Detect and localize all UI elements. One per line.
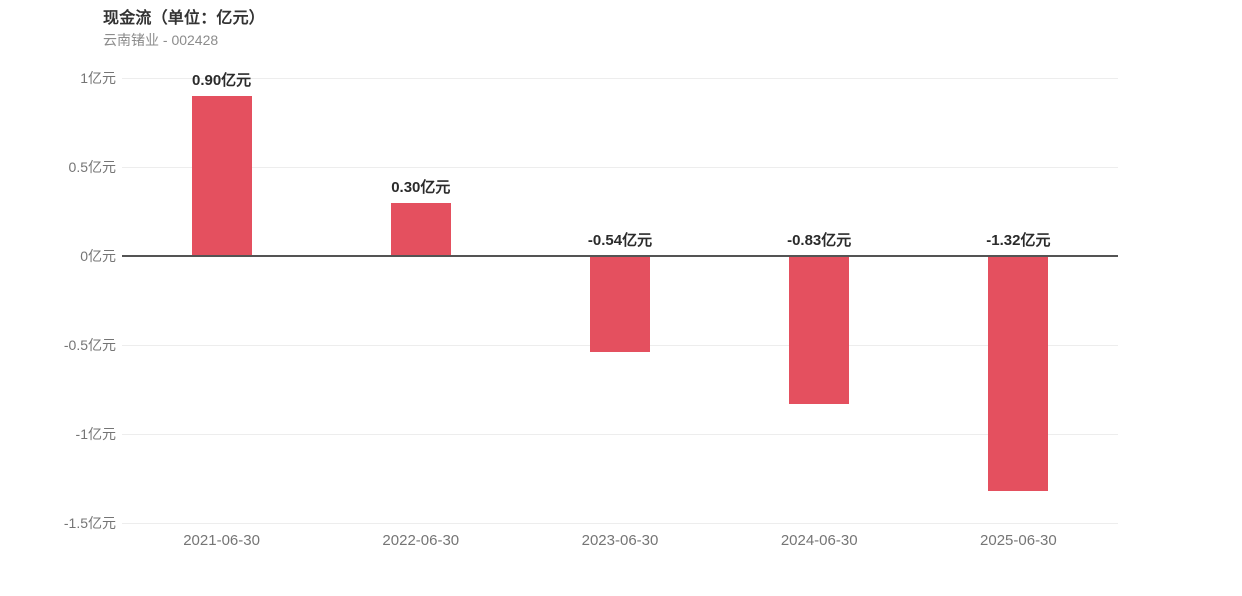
- y-axis-label: -1亿元: [75, 426, 116, 442]
- bar-2022-06-30[interactable]: [390, 202, 451, 256]
- chart-subtitle: 云南锗业 - 002428: [103, 32, 219, 48]
- y-axis-label: 0亿元: [80, 248, 116, 264]
- bar-2021-06-30[interactable]: [191, 95, 252, 256]
- x-axis-label: 2025-06-30: [980, 532, 1057, 549]
- y-axis-label: -1.5亿元: [63, 515, 116, 531]
- x-axis-label: 2024-06-30: [780, 532, 858, 549]
- zero-axis-line: [122, 255, 1118, 257]
- bar-value-label: 0.30亿元: [391, 178, 451, 196]
- x-axis-label: 2021-06-30: [183, 532, 260, 549]
- bar-value-label: 0.90亿元: [191, 71, 252, 89]
- gridline: [122, 522, 1118, 524]
- bar-2023-06-30[interactable]: [590, 256, 650, 353]
- y-axis-label: 1亿元: [80, 70, 116, 86]
- x-axis-label: 2023-06-30: [581, 532, 659, 549]
- x-axis-label: 2022-06-30: [382, 532, 460, 549]
- plot-area: 0.90亿元 0.30亿元 -0.54亿元 -0.83亿元 -1.32亿元: [122, 72, 1118, 524]
- chart-title: 现金流（单位：亿元）: [103, 10, 266, 27]
- gridline: [122, 433, 1118, 435]
- bar-2024-06-30[interactable]: [789, 256, 850, 404]
- bar-value-label: -0.83亿元: [787, 232, 852, 249]
- y-axis-label: 0.5亿元: [68, 159, 116, 175]
- bar-2025-06-30[interactable]: [988, 256, 1049, 491]
- y-axis-label: -0.5亿元: [63, 337, 116, 353]
- bar-value-label: -0.54亿元: [587, 232, 653, 249]
- gridline: [122, 166, 1118, 168]
- bar-value-label: -1.32亿元: [986, 232, 1051, 249]
- gridline: [122, 77, 1118, 79]
